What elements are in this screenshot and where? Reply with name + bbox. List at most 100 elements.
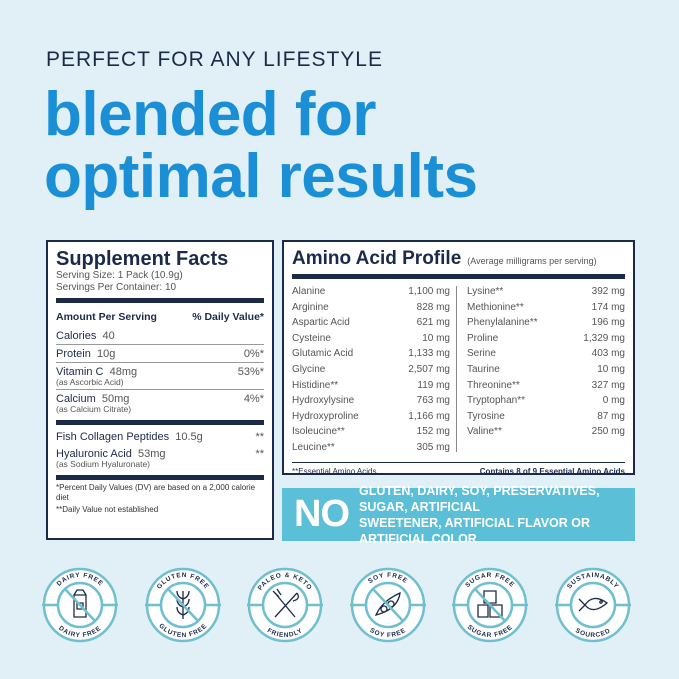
amino-row: Proline 1,329 mg — [467, 333, 625, 349]
amino-row: Tryptophan** 0 mg — [467, 395, 625, 411]
amino-amount: 2,507 mg — [408, 363, 450, 375]
amino-name: Isoleucine** — [292, 426, 345, 438]
fork-knife-icon — [272, 588, 299, 618]
amino-name: Valine** — [467, 426, 502, 438]
amino-name: Alanine — [292, 286, 326, 297]
banner-line: GLUTEN, DAIRY, SOY, PRESERVATIVES, SUGAR… — [359, 483, 600, 514]
nutrient-amount: 10.5g — [175, 431, 203, 443]
amino-row: Histidine** 119 mg — [292, 380, 450, 396]
amino-name: Proline — [467, 332, 499, 344]
amino-name: Hydroxyproline — [292, 410, 359, 422]
divider — [56, 344, 264, 345]
amino-title: Amino Acid Profile — [292, 248, 462, 269]
amino-row: Serine 403 mg — [467, 348, 625, 364]
divider — [56, 298, 264, 303]
amino-amount: 87 mg — [597, 410, 625, 422]
nutrient-dv: 0%* — [243, 348, 264, 360]
amino-name: Phenylalanine** — [467, 317, 538, 329]
amino-amount: 152 mg — [416, 426, 450, 438]
prohibited-slash-icon — [167, 588, 199, 622]
amino-amount: 0 mg — [602, 395, 625, 407]
svg-text:SOURCED: SOURCED — [574, 627, 612, 639]
nutrient-row: Protein 10g 0%* — [56, 345, 264, 362]
badge-sustainably: SUSTAINABLY SOURCED — [555, 567, 631, 643]
amount-header: Amount Per Serving — [56, 311, 157, 323]
amino-row: Hydroxylysine 763 mg — [292, 395, 450, 411]
nutrient-name: Calories — [56, 330, 97, 342]
divider — [56, 362, 264, 363]
nutrient-name: Protein — [56, 348, 91, 360]
amino-name: Tyrosine — [467, 410, 505, 422]
nutrient-source: (as Ascorbic Acid) — [56, 377, 124, 387]
amino-name: Lysine** — [467, 286, 504, 297]
amino-row: Valine** 250 mg — [467, 426, 625, 442]
amino-name: Hydroxylysine — [292, 395, 355, 407]
amino-row: Isoleucine** 152 mg — [292, 426, 450, 442]
amino-row: Tyrosine 87 mg — [467, 411, 625, 427]
essential-note: **Essential Amino Acids — [292, 466, 377, 476]
amino-amount: 1,166 mg — [408, 410, 450, 422]
nutrient-amount: 48mg — [109, 366, 138, 378]
amino-row: Cysteine 10 mg — [292, 333, 450, 349]
nutrient-dv: 53%* — [237, 366, 264, 378]
amino-amount: 10 mg — [597, 363, 625, 375]
amino-amount: 10 mg — [422, 332, 450, 344]
amino-row: Glutamic Acid 1,133 mg — [292, 348, 450, 364]
nutrient-name: Calcium — [56, 393, 96, 405]
fish-icon — [578, 597, 609, 612]
amino-name: Histidine** — [292, 379, 339, 391]
amino-row: Aspartic Acid 621 mg — [292, 317, 450, 333]
free-from-banner: NO GLUTEN, DAIRY, SOY, PRESERVATIVES, SU… — [282, 484, 635, 546]
nutrient-dv: ** — [255, 431, 264, 443]
prohibited-slash-icon — [64, 588, 96, 622]
badge-bottom-text: FRIENDLY — [266, 627, 303, 639]
nutrient-dv: ** — [255, 448, 264, 460]
amino-row: Lysine** 392 mg — [467, 286, 625, 302]
eyebrow: PERFECT FOR ANY LIFESTYLE — [46, 48, 383, 71]
amino-row: Methionine** 174 mg — [467, 302, 625, 318]
nutrient-row: Hyaluronic Acid 53mg ** (as Sodium Hyaluro… — [56, 445, 264, 471]
nutrient-row: Fish Collagen Peptides 10.5g ** — [56, 428, 264, 445]
no-label: NO — [294, 493, 350, 535]
amino-name: Threonine** — [467, 379, 520, 391]
footnote: *Percent Daily Values (DV) are based on … — [56, 483, 256, 502]
amino-row: Glycine 2,507 mg — [292, 364, 450, 380]
nutrient-row: Calcium 50mg 4%* (as Calcium Citrate) — [56, 390, 264, 416]
divider — [56, 420, 264, 425]
amino-acid-panel: Amino Acid Profile (Average milligrams pe… — [282, 240, 635, 476]
amino-name: Aspartic Acid — [292, 317, 350, 329]
banner-line: SWEETENER, ARTIFICIAL FLAVOR OR ARTIFICI… — [359, 515, 591, 546]
prohibited-slash-icon — [372, 588, 404, 622]
headline: blended for optimal results — [44, 84, 478, 208]
amino-amount: 403 mg — [591, 348, 625, 360]
nutrient-source: (as Sodium Hyaluronate) — [56, 459, 151, 469]
amino-row: Alanine 1,100 mg — [292, 286, 450, 302]
nutrient-source: (as Calcium Citrate) — [56, 404, 132, 414]
amino-name: Glycine — [292, 363, 326, 375]
amino-row: Arginine 828 mg — [292, 302, 450, 318]
headline-line: blended for — [44, 80, 377, 149]
amino-row: Leucine** 305 mg — [292, 442, 450, 458]
amino-name: Leucine** — [292, 441, 335, 453]
amino-row: Taurine 10 mg — [467, 364, 625, 380]
amino-row: Phenylalanine** 196 mg — [467, 317, 625, 333]
supplement-facts-title: Supplement Facts — [56, 248, 229, 270]
supplement-facts-panel: Supplement Facts Serving Size: 1 Pack (1… — [46, 240, 274, 540]
divider — [56, 389, 264, 390]
amino-amount: 1,133 mg — [408, 348, 450, 360]
amino-amount: 174 mg — [591, 301, 625, 313]
amino-name: Taurine — [467, 363, 500, 375]
amino-amount: 327 mg — [591, 379, 625, 391]
nutrient-name: Hyaluronic Acid — [56, 448, 132, 460]
amino-name: Tryptophan** — [467, 395, 525, 407]
nutrient-row: Vitamin C 48mg 53%* (as Ascorbic Acid) — [56, 363, 264, 389]
amino-amount: 119 mg — [417, 379, 450, 391]
nutrient-name: Fish Collagen Peptides — [56, 431, 170, 443]
prohibited-slash-icon — [474, 588, 506, 622]
nutrient-dv: 4%* — [243, 393, 264, 405]
nutrient-amount: 53mg — [137, 448, 166, 460]
amino-amount: 196 mg — [591, 317, 625, 329]
servings-per-container: Servings Per Container: 10 — [56, 282, 177, 293]
amino-amount: 1,329 mg — [583, 332, 625, 344]
serving-size: Serving Size: 1 Pack (10.9g) — [56, 270, 183, 281]
